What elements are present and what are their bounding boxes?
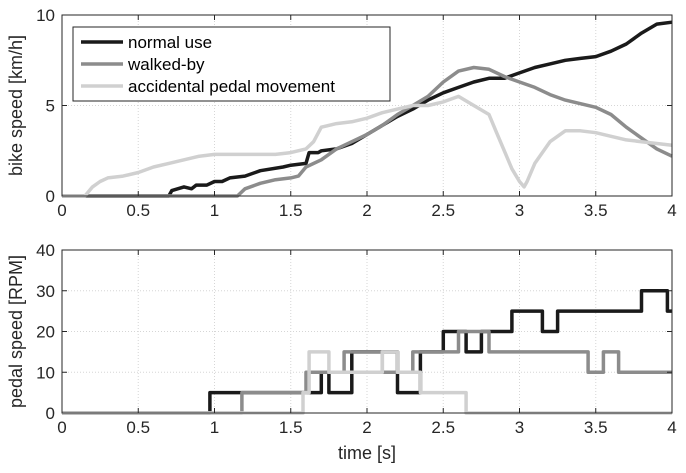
- bike-speed-x-tick-label: 1.5: [279, 201, 303, 220]
- bike-speed-x-tick-label: 0.5: [126, 201, 150, 220]
- bike-speed-y-axis-label: bike speed [km/h]: [6, 35, 26, 176]
- bike-speed-x-tick-label: 3: [515, 201, 524, 220]
- pedal-speed-y-tick-label: 30: [36, 282, 55, 301]
- legend-label-normal-use: normal use: [128, 33, 212, 52]
- bike-speed-series-walked-by: [62, 65, 673, 198]
- pedal-speed-x-tick-label: 0.5: [126, 418, 150, 437]
- bike-speed-x-tick-label: 0: [57, 201, 66, 220]
- legend: normal use walked-by accidental pedal move…: [72, 26, 391, 102]
- pedal-speed-y-tick-label: 0: [46, 404, 55, 423]
- pedal-speed-x-tick-label: 0: [57, 418, 66, 437]
- pedal-speed-x-tick-label: 2.5: [431, 418, 455, 437]
- bike-speed-x-tick-label: 1: [210, 201, 219, 220]
- pedal-speed-y-tick-label: 10: [36, 363, 55, 382]
- legend-box: [72, 26, 391, 102]
- time-x-axis-label: time [s]: [338, 443, 396, 463]
- pedal-speed-x-tick-label: 1.5: [279, 418, 303, 437]
- bike-speed-series-accidental-pedal-movement: [62, 94, 673, 198]
- bike-speed-y-tick-label: 5: [46, 97, 55, 116]
- legend-label-walked-by: walked-by: [127, 55, 205, 74]
- pedal-speed-x-tick-label: 2: [362, 418, 371, 437]
- pedal-speed-x-tick-label: 1: [210, 418, 219, 437]
- bike-speed-x-tick-label: 3.5: [584, 201, 608, 220]
- pedal-speed-y-tick-label: 40: [36, 241, 55, 260]
- pedal-speed-y-axis-label: pedal speed [RPM]: [6, 255, 26, 408]
- bike-speed-x-tick-label: 2: [362, 201, 371, 220]
- bike-speed-x-tick-label: 2.5: [431, 201, 455, 220]
- pedal-speed-x-tick-label: 3.5: [584, 418, 608, 437]
- pedal-speed-y-tick-label: 20: [36, 323, 55, 342]
- pedal-speed-x-tick-label: 4: [667, 418, 676, 437]
- bike-speed-y-tick-label: 10: [36, 6, 55, 25]
- legend-label-accidental-pedal-movement: accidental pedal movement: [128, 77, 335, 96]
- pedal-speed-series-walked-by: [62, 329, 672, 415]
- bike-speed-y-tick-label: 0: [46, 187, 55, 206]
- bike-speed-x-tick-label: 4: [667, 201, 676, 220]
- pedal-speed-series-accidental-pedal-movement: [62, 350, 672, 415]
- pedal-speed-x-tick-label: 3: [515, 418, 524, 437]
